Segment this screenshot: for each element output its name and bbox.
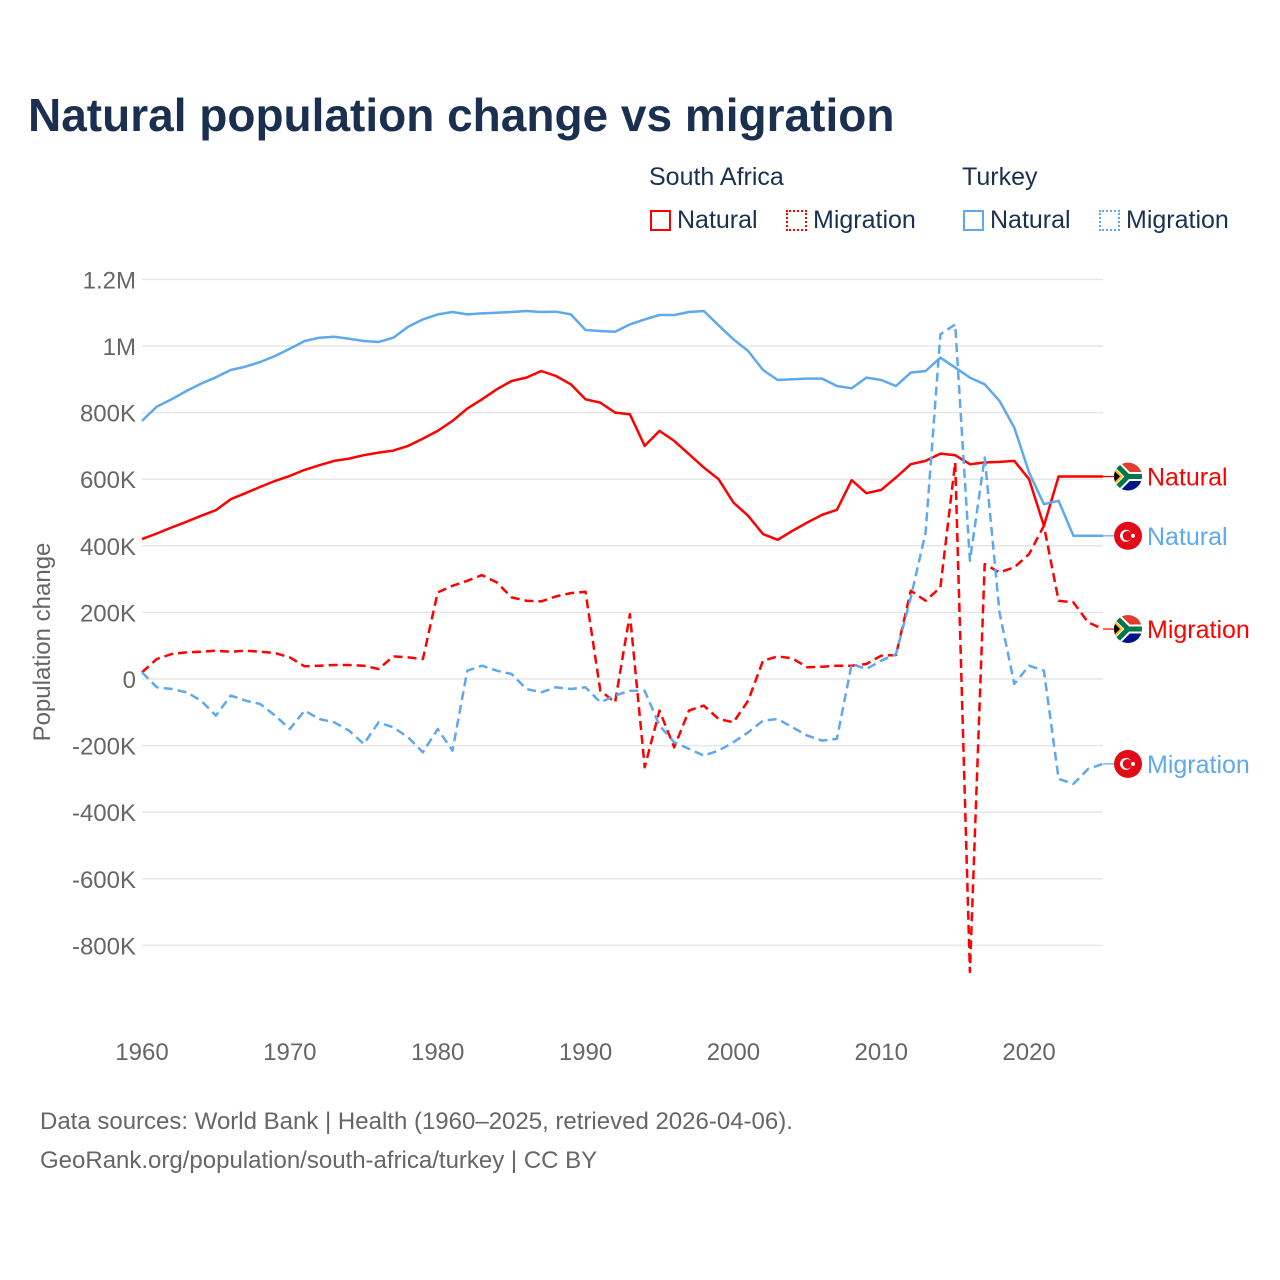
y-tick-label: 800K	[80, 401, 136, 428]
legend-label: Natural	[990, 206, 1071, 234]
legend-group-south-africa: South Africa	[649, 163, 784, 191]
y-tick-label: -600K	[72, 867, 136, 894]
legend-item-sa-migration[interactable]: Migration	[786, 206, 916, 235]
y-tick-label: -400K	[72, 800, 136, 827]
end-label: Natural	[1147, 523, 1228, 551]
legend-group-turkey: Turkey	[962, 163, 1038, 191]
legend-item-sa-natural[interactable]: Natural	[650, 206, 758, 235]
legend-label: Migration	[1126, 206, 1229, 234]
y-tick-label: 1M	[103, 334, 136, 361]
legend-swatch-solid-blue	[963, 210, 984, 231]
series-line-turkey-migration	[141, 323, 1104, 786]
x-tick-label: 1990	[559, 1039, 612, 1066]
end-label: Natural	[1147, 464, 1228, 492]
footer-link[interactable]: GeoRank.org/population/south-africa/turk…	[40, 1147, 598, 1174]
y-tick-label: 600K	[80, 467, 136, 494]
series-line-south-africa-natural	[141, 369, 1103, 542]
legend-label: Migration	[813, 206, 916, 234]
legend-label: Natural	[677, 206, 758, 234]
legend-swatch-solid-red	[650, 210, 671, 231]
y-tick-label: 1.2M	[83, 267, 136, 294]
chart-title: Natural population change vs migration	[28, 89, 895, 141]
legend-item-tr-natural[interactable]: Natural	[963, 206, 1071, 235]
y-tick-label: -200K	[72, 734, 136, 761]
x-tick-label: 1980	[411, 1039, 464, 1066]
x-tick-label: 1960	[115, 1039, 168, 1066]
end-label: Migration	[1147, 616, 1250, 644]
x-tick-label: 1970	[263, 1039, 316, 1066]
turkey-flag-crescent-cut	[1122, 531, 1133, 541]
south-africa-flag-icon	[1114, 462, 1142, 491]
y-tick-label: 400K	[80, 534, 136, 561]
turkey-flag-star	[1131, 533, 1135, 538]
turkey-flag-star	[1131, 761, 1135, 766]
legend-swatch-dotted-red	[786, 210, 807, 231]
x-tick-label: 2020	[1002, 1039, 1055, 1066]
y-tick-label: -800K	[72, 933, 136, 960]
legend-swatch-dotted-blue	[1099, 210, 1120, 231]
series-line-south-africa-migration	[141, 461, 1104, 974]
y-tick-label: 0	[123, 667, 136, 694]
x-tick-label: 2000	[707, 1039, 760, 1066]
end-label: Migration	[1147, 751, 1250, 779]
legend-item-tr-migration[interactable]: Migration	[1099, 206, 1229, 235]
turkey-flag-crescent-cut	[1122, 759, 1133, 769]
south-africa-flag-icon	[1114, 615, 1142, 644]
footer-sources: Data sources: World Bank | Health (1960–…	[40, 1108, 793, 1135]
y-tick-label: 200K	[80, 600, 136, 627]
x-tick-label: 2010	[855, 1039, 908, 1066]
y-axis-label: Population change	[29, 543, 56, 742]
series-line-turkey-natural	[141, 309, 1103, 538]
